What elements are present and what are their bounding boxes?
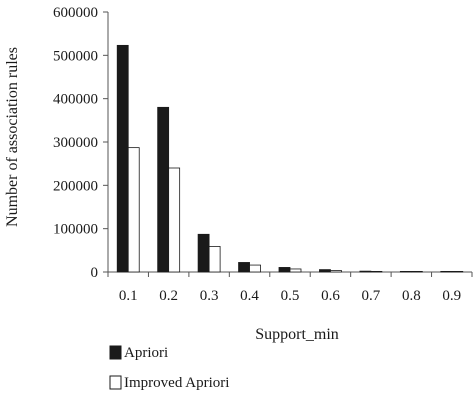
y-tick-label: 200000 — [53, 178, 98, 194]
x-tick-label: 0.4 — [240, 288, 259, 304]
x-tick-label: 0.8 — [402, 288, 421, 304]
x-tick-label: 0.6 — [321, 288, 340, 304]
legend-swatch — [109, 375, 122, 390]
bar-improved-apriori — [127, 147, 140, 273]
y-tick-label: 400000 — [53, 92, 98, 108]
bar-apriori — [319, 269, 331, 273]
legend-swatch — [109, 345, 122, 360]
y-tick-label: 500000 — [53, 48, 98, 64]
x-tick-label: 0.3 — [200, 288, 219, 304]
y-tick-label: 300000 — [53, 135, 98, 151]
legend-label: Improved Apriori — [124, 375, 229, 391]
legend: Apriori Improved Apriori — [109, 345, 229, 391]
bar-apriori — [197, 233, 210, 273]
bar-apriori — [238, 262, 250, 273]
bars — [116, 44, 464, 273]
bar-improved-apriori — [249, 264, 261, 273]
bar-apriori — [116, 44, 129, 273]
bar-apriori — [157, 106, 170, 273]
x-tick-label: 0.7 — [362, 288, 381, 304]
y-tick-label: 600000 — [53, 5, 98, 21]
bar-apriori — [278, 267, 291, 273]
x-axis-title: Support_min — [255, 326, 339, 343]
x-tick-label: 0.1 — [119, 288, 138, 304]
legend-label: Apriori — [124, 345, 168, 361]
bar-improved-apriori — [370, 270, 383, 273]
bar-improved-apriori — [330, 270, 342, 273]
bar-apriori — [440, 270, 453, 273]
bar-apriori — [359, 270, 372, 273]
bar-improved-apriori — [208, 246, 221, 273]
ticks: 0 100000 200000 300000 400000 500000 600000 0.1… — [53, 5, 473, 304]
y-axis-title: Number of association rules — [4, 47, 21, 227]
y-tick-label: 100000 — [53, 222, 98, 238]
bar-apriori — [399, 270, 412, 273]
x-tick-label: 0.5 — [281, 288, 300, 304]
bar-improved-apriori — [289, 268, 302, 273]
y-tick-label: 0 — [91, 265, 99, 281]
bar-improved-apriori — [168, 167, 181, 273]
x-tick-label: 0.9 — [442, 288, 461, 304]
x-tick-label: 0.2 — [159, 288, 178, 304]
bar-improved-apriori — [451, 270, 464, 273]
bar-improved-apriori — [410, 270, 423, 273]
